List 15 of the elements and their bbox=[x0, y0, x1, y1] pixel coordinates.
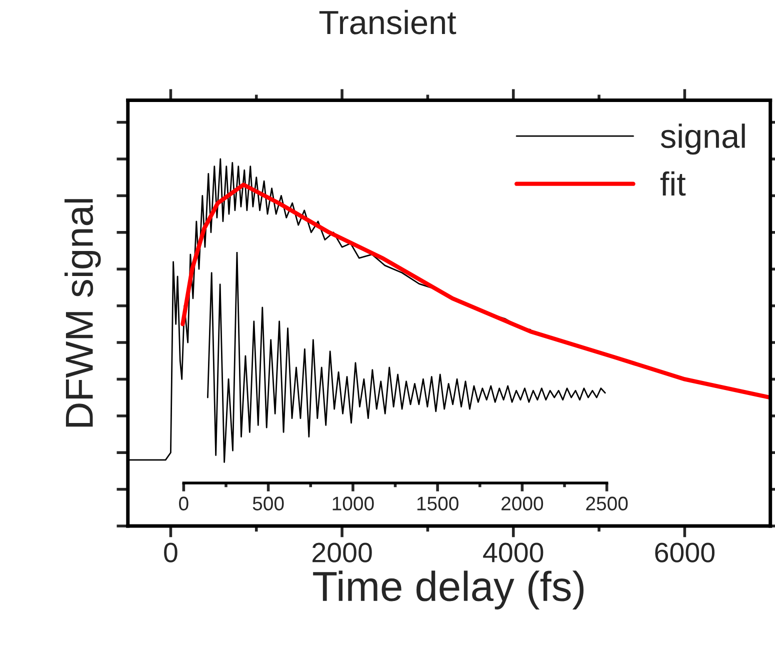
y-axis-title: DFWM signal bbox=[64, 199, 101, 427]
legend-label: signal bbox=[660, 124, 745, 155]
x-tick-label: 2000 bbox=[502, 496, 544, 510]
x-tick-label: 1500 bbox=[417, 496, 458, 510]
x-tick-label: 2000 bbox=[312, 542, 372, 562]
x-tick-label: 500 bbox=[252, 496, 284, 510]
x-tick-label: 2500 bbox=[586, 496, 628, 510]
x-axis-title: Time delay (fs) bbox=[313, 570, 584, 610]
x-tick-label: 0 bbox=[164, 542, 178, 562]
chart-title: Transient bbox=[319, 10, 456, 34]
legend-label: fit bbox=[660, 171, 686, 196]
x-tick-label: 1000 bbox=[332, 496, 374, 510]
x-tick-label: 0 bbox=[179, 496, 188, 510]
x-tick-label: 6000 bbox=[655, 542, 714, 562]
x-tick-label: 4000 bbox=[483, 542, 544, 562]
